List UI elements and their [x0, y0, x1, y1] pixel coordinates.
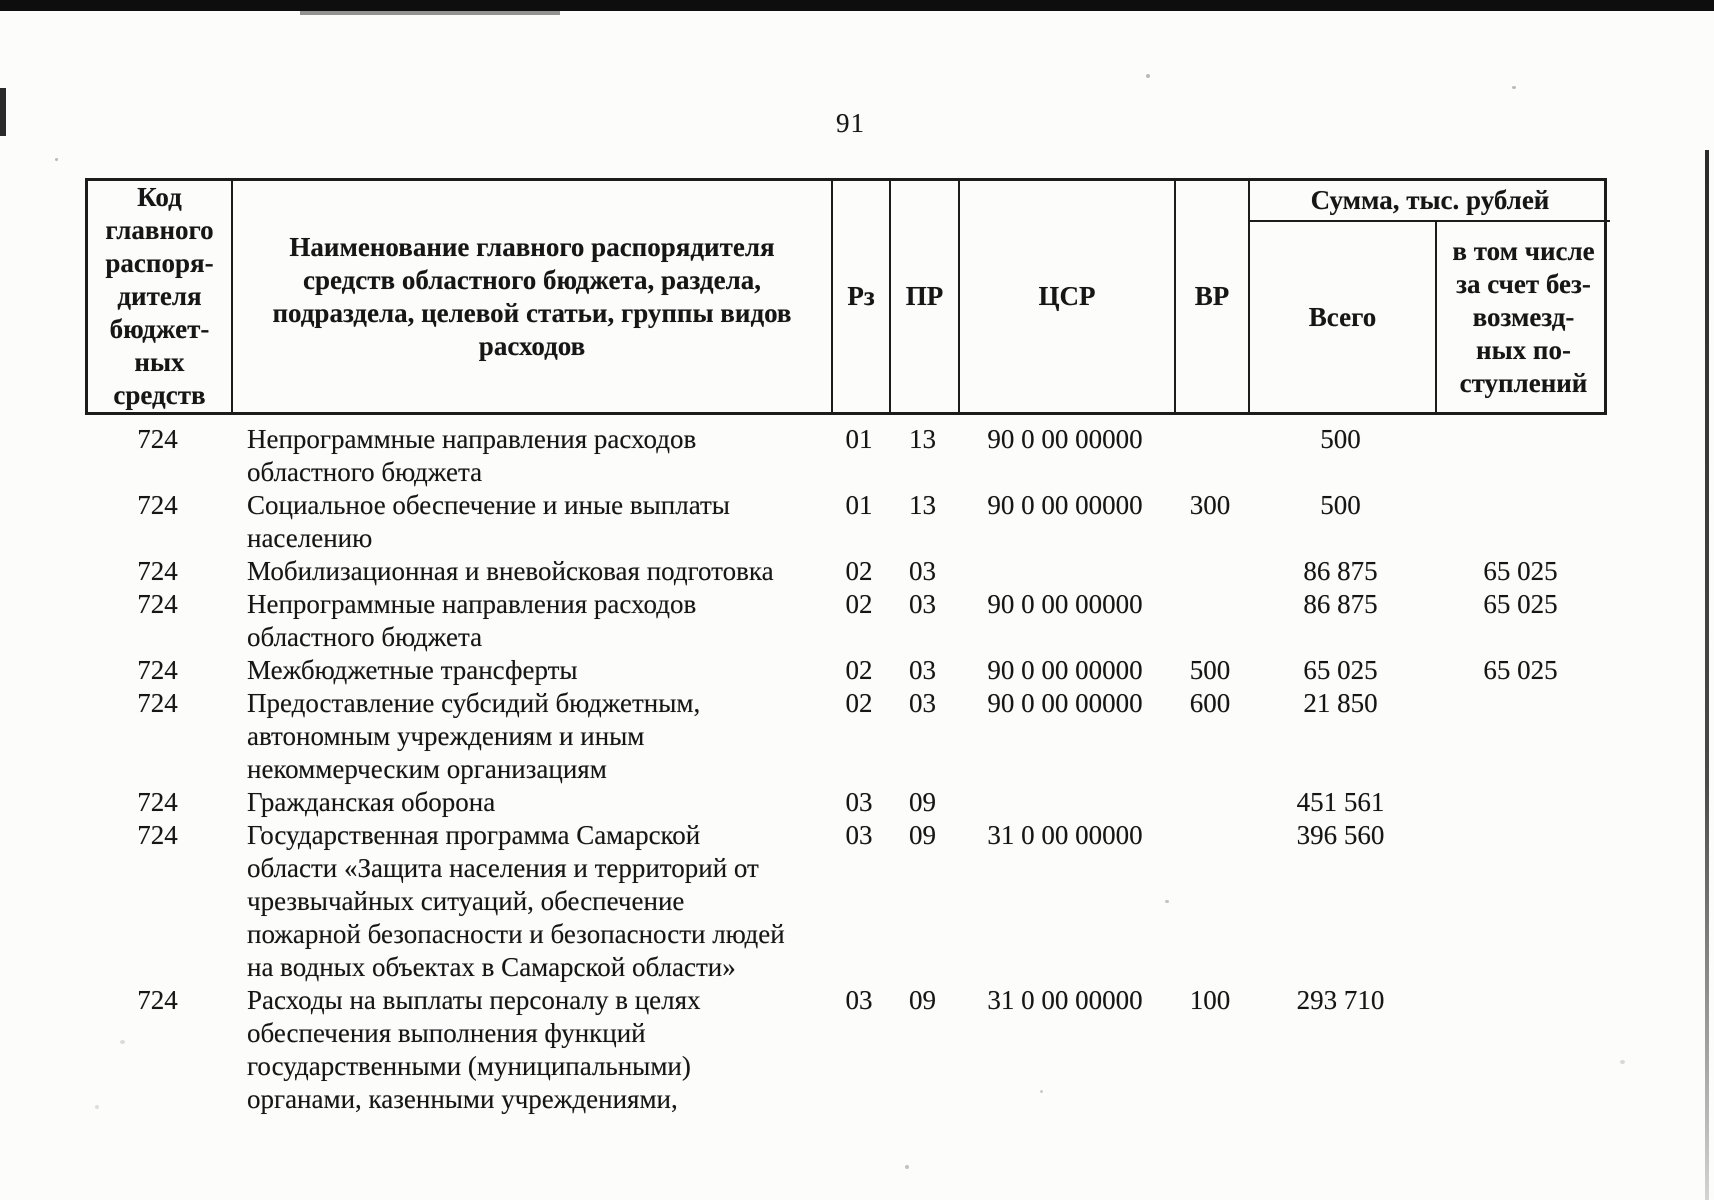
scan-speck: [1620, 1060, 1625, 1064]
scan-speck: [120, 1040, 125, 1044]
header-gratuitous: в том числе за счет без- возмезд- ных по…: [1452, 235, 1595, 398]
cell-pr: 09: [909, 787, 936, 817]
table-row: 724 Непрограммные направления расходов о…: [85, 588, 1607, 654]
scan-speck: [55, 158, 58, 161]
header-total: Всего: [1250, 222, 1437, 412]
cell-name: Мобилизационная и вневойсковая подготовк…: [247, 556, 774, 586]
scan-speck: [95, 1105, 99, 1109]
header-name: Наименование главного распорядителя сред…: [233, 181, 833, 412]
cell-code: 724: [137, 985, 178, 1015]
cell-csr: 90 0 00 00000: [987, 655, 1143, 685]
cell-gratuitous: 65 025: [1483, 556, 1558, 586]
cell-rz: 03: [845, 787, 873, 817]
cell-total: 396 560: [1296, 820, 1385, 850]
cell-name: Непрограммные направления расходов облас…: [247, 589, 697, 652]
cell-pr: 03: [909, 556, 936, 586]
cell-gratuitous: 65 025: [1483, 655, 1558, 685]
header-rz: Рз: [833, 181, 891, 412]
table-row: 724 Государственная программа Самарской …: [85, 819, 1607, 984]
scan-smudge-artifact: [300, 11, 560, 15]
cell-vr: 600: [1189, 688, 1231, 718]
cell-name: Расходы на выплаты персоналу в целях обе…: [247, 985, 701, 1114]
scan-speck: [1040, 1090, 1043, 1093]
cell-rz: 02: [845, 589, 873, 619]
cell-total: 451 561: [1296, 787, 1385, 817]
cell-total: 500: [1320, 424, 1361, 454]
cell-vr: 100: [1189, 985, 1231, 1015]
cell-total: 21 850: [1303, 688, 1378, 718]
cell-vr: 300: [1189, 490, 1231, 520]
table-row: 724 Непрограммные направления расходов о…: [85, 423, 1607, 489]
cell-pr: 09: [909, 985, 936, 1015]
scan-speck: [905, 1165, 909, 1169]
cell-code: 724: [137, 490, 178, 520]
cell-gratuitous: 65 025: [1483, 589, 1558, 619]
cell-name: Межбюджетные трансферты: [247, 655, 578, 685]
cell-name: Социальное обеспечение и иные выплаты на…: [247, 490, 730, 553]
cell-total: 86 875: [1303, 589, 1378, 619]
cell-name: Государственная программа Самарской обла…: [247, 820, 785, 982]
scan-speck: [168, 440, 171, 443]
table-row: 724 Предоставление субсидий бюджетным, а…: [85, 687, 1607, 786]
header-pr: ПР: [891, 181, 960, 412]
cell-total: 86 875: [1303, 556, 1378, 586]
cell-pr: 09: [909, 820, 936, 850]
budget-table: Код главного распоря- дителя бюджет- ных…: [85, 178, 1610, 1116]
header-code: Код главного распоря- дителя бюджет- ных…: [88, 181, 233, 412]
cell-pr: 03: [909, 688, 936, 718]
cell-total: 293 710: [1296, 985, 1385, 1015]
cell-rz: 03: [845, 985, 873, 1015]
cell-code: 724: [137, 688, 178, 718]
header-vr: ВР: [1176, 181, 1250, 412]
cell-rz: 02: [845, 655, 873, 685]
cell-code: 724: [137, 556, 178, 586]
scan-speck: [1165, 900, 1169, 903]
cell-vr: 500: [1189, 655, 1231, 685]
scan-speck: [1146, 74, 1150, 78]
cell-pr: 03: [909, 589, 936, 619]
page-number: 91: [836, 108, 865, 138]
cell-pr: 13: [909, 424, 936, 454]
table-row: 724 Гражданская оборона 03 09 451 561: [85, 786, 1607, 819]
scan-left-edge-artifact: [0, 88, 6, 136]
cell-name: Гражданская оборона: [247, 787, 496, 817]
cell-csr: 90 0 00 00000: [987, 688, 1143, 718]
table-row: 724 Межбюджетные трансферты 02 03 90 0 0…: [85, 654, 1607, 687]
cell-code: 724: [137, 655, 178, 685]
cell-csr: 90 0 00 00000: [987, 589, 1143, 619]
header-sum-title: Сумма, тыс. рублей: [1250, 181, 1610, 222]
cell-csr: 31 0 00 00000: [987, 820, 1143, 850]
header-csr: ЦСР: [960, 181, 1176, 412]
cell-rz: 01: [845, 424, 873, 454]
table-header: Код главного распоря- дителя бюджет- ных…: [85, 178, 1610, 415]
cell-code: 724: [137, 424, 178, 454]
cell-rz: 02: [845, 688, 873, 718]
cell-csr: 31 0 00 00000: [987, 985, 1143, 1015]
cell-code: 724: [137, 589, 178, 619]
table-row: 724 Социальное обеспечение и иные выплат…: [85, 489, 1607, 555]
scan-right-edge-artifact: [1705, 150, 1709, 1200]
cell-rz: 02: [845, 556, 873, 586]
cell-code: 724: [137, 787, 178, 817]
cell-pr: 03: [909, 655, 936, 685]
table-row: 724 Расходы на выплаты персоналу в целях…: [85, 984, 1607, 1116]
cell-csr: 90 0 00 00000: [987, 424, 1143, 454]
table-body: 724 Непрограммные направления расходов о…: [85, 415, 1607, 1116]
cell-total: 500: [1320, 490, 1361, 520]
cell-name: Предоставление субсидий бюджетным, автон…: [247, 688, 701, 784]
cell-csr: 90 0 00 00000: [987, 490, 1143, 520]
cell-total: 65 025: [1303, 655, 1378, 685]
cell-rz: 01: [845, 490, 873, 520]
table-row: 724 Мобилизационная и вневойсковая подго…: [85, 555, 1607, 588]
cell-rz: 03: [845, 820, 873, 850]
header-sum-group: Сумма, тыс. рублей Всего в том числе за …: [1250, 181, 1610, 412]
scan-top-bar-artifact: [0, 0, 1714, 11]
cell-pr: 13: [909, 490, 936, 520]
scan-speck: [1512, 86, 1516, 89]
cell-code: 724: [137, 820, 178, 850]
cell-name: Непрограммные направления расходов облас…: [247, 424, 697, 487]
